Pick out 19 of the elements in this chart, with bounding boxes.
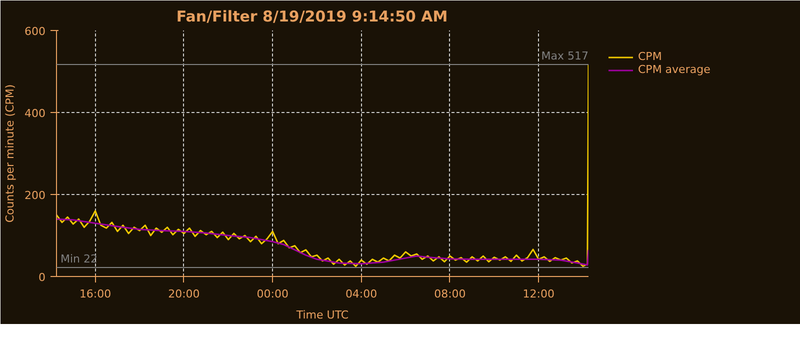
ref-line-label: Min 22: [60, 252, 98, 266]
x-tick-label: 16:00: [79, 288, 112, 300]
legend-label: CPM: [638, 50, 662, 63]
line-series: [56, 64, 588, 267]
x-tick-label: 08:00: [434, 288, 466, 300]
ref-line-label: Max 517: [541, 50, 588, 63]
x-axis-title: Time UTC: [295, 308, 349, 322]
x-tick-label: 20:00: [168, 288, 200, 300]
x-tick-label: 12:00: [522, 288, 554, 300]
legend-label: CPM average: [638, 63, 710, 76]
y-tick-label: 600: [24, 25, 46, 38]
y-tick-label: 200: [24, 189, 46, 202]
x-tick-label: 04:00: [345, 288, 378, 300]
x-tick-label: 00:00: [256, 288, 288, 300]
line-series: [56, 218, 588, 266]
y-axis-title: Counts per minute (CPM): [4, 84, 17, 223]
chart-title: Fan/Filter 8/19/2019 9:14:50 AM: [176, 8, 448, 26]
y-tick-label: 400: [24, 107, 46, 120]
y-tick-label: 0: [38, 271, 46, 284]
